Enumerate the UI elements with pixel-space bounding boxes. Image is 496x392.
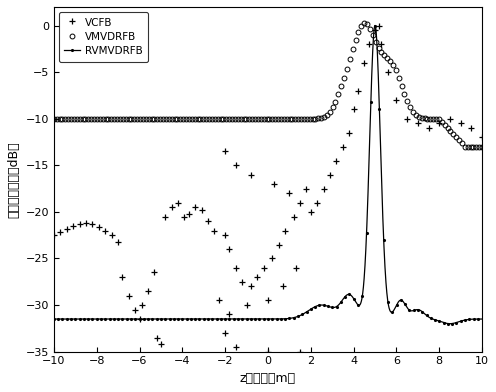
VMVDRFB	[275, 116, 281, 121]
RVMVDRFB	[125, 317, 131, 321]
VMVDRFB	[51, 116, 57, 121]
VCFB	[265, 349, 271, 354]
VCFB	[51, 233, 57, 238]
RVMVDRFB	[215, 317, 221, 321]
Line: VCFB: VCFB	[51, 22, 486, 355]
RVMVDRFB	[372, 23, 378, 28]
X-axis label: z向坐标（m）: z向坐标（m）	[240, 372, 296, 385]
VCFB	[376, 23, 382, 28]
RVMVDRFB	[471, 317, 477, 321]
VCFB	[458, 121, 464, 126]
RVMVDRFB	[425, 314, 431, 319]
Line: VMVDRFB: VMVDRFB	[52, 21, 485, 149]
VMVDRFB	[361, 21, 367, 26]
Y-axis label: 归一化空间谱（dB）: 归一化空间谱（dB）	[7, 141, 20, 218]
VMVDRFB	[465, 144, 471, 149]
Legend: VCFB, VMVDRFB, RVMVDRFB: VCFB, VMVDRFB, RVMVDRFB	[59, 12, 148, 62]
VMVDRFB	[347, 57, 353, 62]
VCFB	[415, 121, 421, 126]
VMVDRFB	[407, 105, 413, 110]
RVMVDRFB	[234, 317, 240, 321]
RVMVDRFB	[100, 317, 106, 321]
VCFB	[314, 200, 320, 205]
RVMVDRFB	[51, 317, 57, 321]
RVMVDRFB	[447, 321, 453, 326]
VMVDRFB	[220, 116, 226, 121]
Line: RVMVDRFB: RVMVDRFB	[52, 24, 484, 325]
VMVDRFB	[191, 116, 197, 121]
VCFB	[154, 335, 160, 340]
VCFB	[366, 42, 372, 47]
VMVDRFB	[292, 116, 298, 121]
VMVDRFB	[479, 144, 485, 149]
VCFB	[227, 312, 233, 317]
VCFB	[222, 149, 228, 154]
RVMVDRFB	[479, 317, 485, 321]
